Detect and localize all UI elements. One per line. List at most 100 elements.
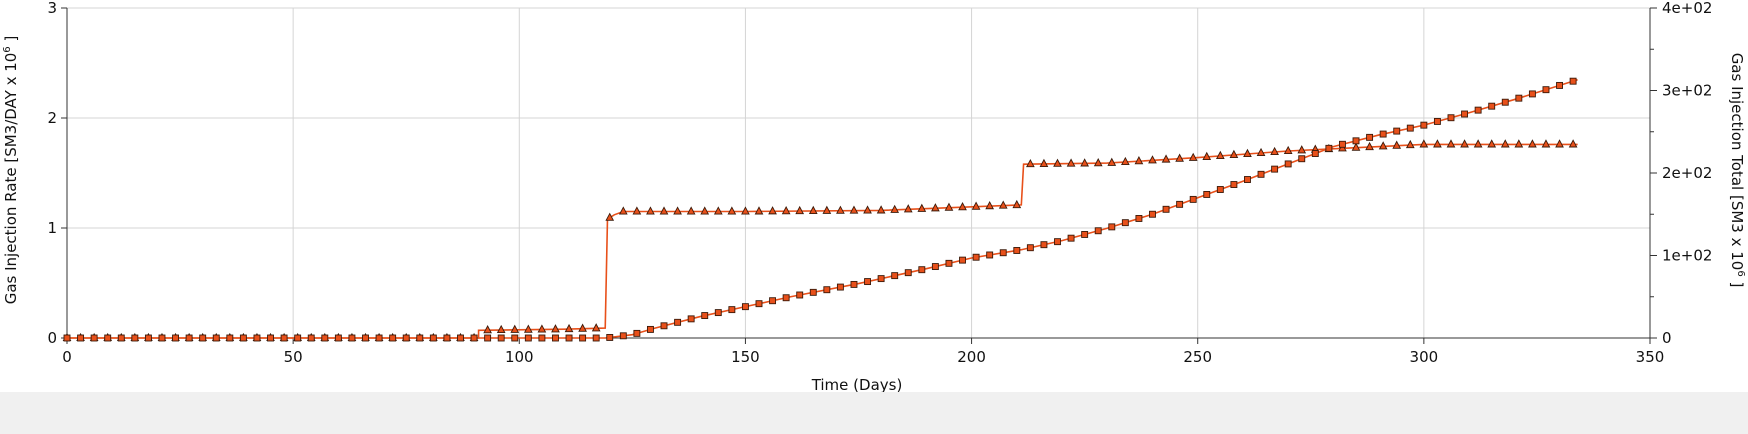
- square-marker: [226, 334, 234, 342]
- triangle-marker: [646, 206, 655, 215]
- y-right-tick-label: 0: [1662, 329, 1672, 347]
- square-marker: [918, 266, 926, 274]
- triangle-marker: [849, 205, 859, 214]
- y-left-axis-label: Gas Injection Rate [SM3/DAY x 106 ]: [2, 36, 20, 305]
- triangle-marker: [768, 206, 777, 215]
- y-right-label-text: Gas Injection Total [SM3 x 10: [1728, 53, 1746, 271]
- triangle-marker: [1012, 199, 1022, 209]
- square-marker: [836, 283, 844, 291]
- triangle-marker: [1202, 151, 1212, 160]
- square-marker: [592, 334, 600, 342]
- square-marker: [511, 334, 519, 342]
- x-tick-label: 0: [62, 348, 72, 366]
- square-marker: [1528, 90, 1536, 98]
- square-marker: [294, 334, 302, 342]
- triangle-marker: [1107, 157, 1117, 166]
- square-marker: [1420, 121, 1428, 129]
- square-marker: [1216, 186, 1224, 193]
- square-marker: [823, 286, 831, 294]
- square-marker: [1515, 94, 1523, 102]
- triangle-marker: [971, 201, 981, 210]
- square-marker: [769, 297, 777, 305]
- square-marker: [565, 334, 573, 342]
- triangle-marker: [741, 206, 750, 215]
- triangle-marker: [1500, 139, 1510, 148]
- triangle-marker: [1188, 152, 1198, 161]
- triangle-marker: [1053, 158, 1062, 167]
- square-marker: [90, 334, 98, 342]
- square-marker: [904, 269, 912, 277]
- triangle-marker: [1392, 140, 1402, 149]
- triangle-marker: [1229, 149, 1239, 159]
- triangle-marker: [985, 200, 995, 210]
- series-group: [62, 77, 1578, 342]
- triangle-marker: [1026, 158, 1035, 168]
- x-tick-label: 300: [1410, 348, 1439, 366]
- y-left-tick-label: 1: [47, 219, 57, 237]
- y-right-tick-label: 3e+02: [1662, 82, 1712, 100]
- square-marker: [1325, 144, 1333, 152]
- square-marker: [850, 280, 858, 288]
- square-marker: [104, 334, 112, 342]
- square-marker: [1501, 98, 1509, 106]
- triangle-marker: [700, 206, 710, 215]
- triangle-marker: [1161, 154, 1171, 163]
- square-marker: [701, 312, 709, 320]
- square-marker: [1108, 223, 1116, 231]
- triangle-marker: [1419, 139, 1429, 148]
- triangle-marker: [727, 206, 737, 215]
- square-marker: [1447, 114, 1455, 122]
- square-marker: [144, 334, 152, 342]
- grid: [67, 7, 1651, 338]
- triangle-marker: [1121, 156, 1130, 166]
- triangle-marker: [836, 205, 845, 214]
- triangle-marker: [1365, 141, 1374, 151]
- y-left-tick-label: 3: [47, 0, 57, 17]
- triangle-marker: [863, 205, 872, 214]
- square-marker: [1149, 210, 1156, 218]
- square-marker: [1026, 244, 1034, 252]
- y-left-label-suffix: ]: [2, 36, 20, 47]
- square-marker: [1311, 150, 1319, 157]
- square-marker: [158, 334, 166, 342]
- square-marker: [714, 309, 722, 317]
- triangle-marker: [944, 202, 954, 211]
- square-marker: [1203, 190, 1211, 198]
- triangle-marker: [1148, 155, 1157, 164]
- square-marker: [755, 300, 763, 308]
- square-marker: [959, 256, 966, 264]
- square-marker: [402, 334, 410, 342]
- triangle-marker: [578, 323, 587, 332]
- triangle-marker: [1351, 142, 1361, 151]
- square-marker: [674, 318, 682, 326]
- square-marker: [280, 334, 288, 342]
- y-left-label-exp: 6: [2, 46, 13, 52]
- triangle-marker: [1270, 146, 1279, 156]
- square-marker: [741, 303, 749, 311]
- triangle-marker: [998, 200, 1008, 209]
- square-marker: [945, 259, 953, 267]
- plot-panel: 0 50 100 150 200 250 300 350 0 1 2 3 0 1e+02 2e+02 3e+0…: [0, 0, 1748, 392]
- triangle-marker: [1243, 148, 1252, 158]
- square-marker: [1244, 176, 1251, 183]
- x-tick-label: 50: [284, 348, 303, 366]
- triangle-marker: [1487, 139, 1497, 148]
- triangle-marker: [1039, 158, 1049, 167]
- triangle-marker: [958, 202, 967, 211]
- triangle-marker: [510, 324, 520, 333]
- triangle-marker: [605, 212, 615, 221]
- triangle-marker: [1460, 139, 1469, 148]
- square-marker: [1121, 219, 1129, 227]
- square-marker: [1271, 165, 1279, 173]
- triangle-marker: [686, 206, 696, 215]
- square-marker: [972, 253, 980, 261]
- triangle-marker: [1066, 158, 1076, 167]
- square-marker: [470, 334, 478, 342]
- square-marker: [660, 322, 668, 330]
- square-marker: [1230, 181, 1238, 189]
- triangle-marker: [1528, 139, 1537, 148]
- triangle-marker: [551, 324, 560, 333]
- triangle-marker: [781, 206, 791, 215]
- triangle-marker: [931, 203, 940, 212]
- triangle-marker: [659, 206, 669, 215]
